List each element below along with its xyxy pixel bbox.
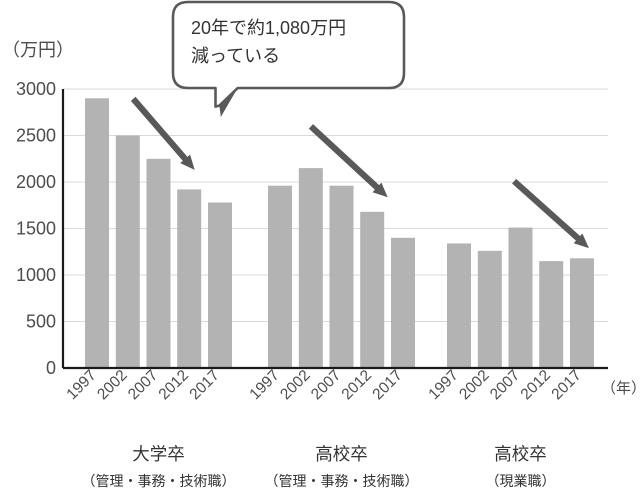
svg-text:1500: 1500 (16, 219, 56, 239)
svg-text:（現業職）: （現業職） (486, 473, 556, 489)
svg-text:500: 500 (26, 312, 56, 332)
svg-text:減っている: 減っている (191, 46, 280, 66)
svg-text:（管理・事務・技術職）: （管理・事務・技術職） (265, 473, 419, 489)
svg-text:高校卒: 高校卒 (494, 444, 547, 464)
svg-text:（管理・事務・技術職）: （管理・事務・技術職） (82, 473, 236, 489)
svg-text:大学卒: 大学卒 (132, 444, 185, 464)
svg-text:1000: 1000 (16, 265, 56, 285)
svg-text:3000: 3000 (16, 79, 56, 99)
svg-text:（万円）: （万円） (2, 40, 74, 60)
svg-text:2500: 2500 (16, 126, 56, 146)
svg-text:0: 0 (46, 358, 56, 378)
svg-text:高校卒: 高校卒 (315, 444, 368, 464)
svg-text:20年で約1,080万円: 20年で約1,080万円 (191, 18, 346, 38)
svg-text:2000: 2000 (16, 172, 56, 192)
svg-text:（年）: （年） (601, 380, 640, 397)
